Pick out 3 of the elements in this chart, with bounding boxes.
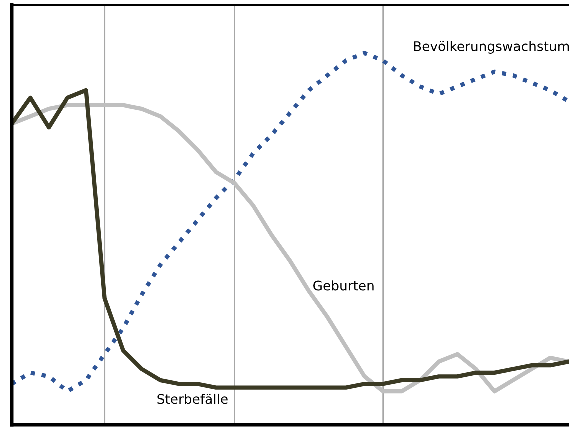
series-label: Sterbefälle [158,394,228,404]
series-label: Geburten [314,280,374,291]
series-label: Bevölkerungswachstum [414,41,569,54]
